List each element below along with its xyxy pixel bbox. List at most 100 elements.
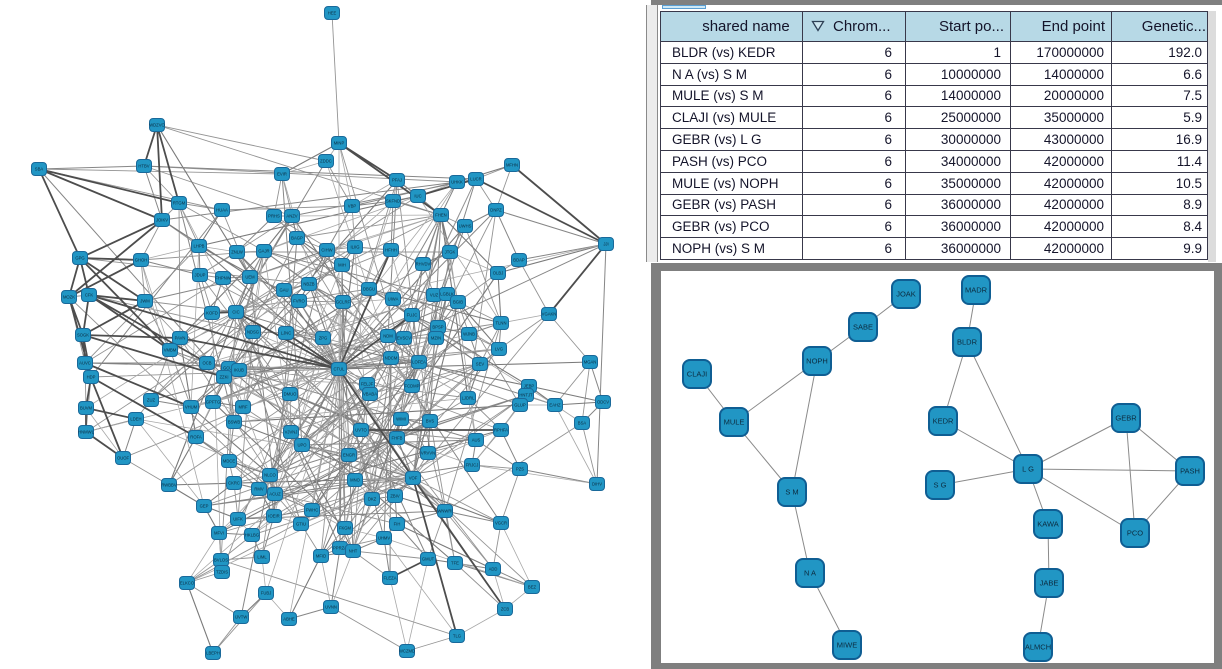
svg-text:JOAK: JOAK — [896, 290, 916, 299]
svg-text:OUOF: OUOF — [117, 456, 130, 461]
svg-text:GMUT: GMUT — [422, 557, 435, 562]
svg-text:UHKK: UHKK — [451, 180, 463, 185]
svg-text:HUAA: HUAA — [216, 208, 228, 213]
svg-text:UWHS: UWHS — [459, 224, 472, 229]
svg-text:WDZVO: WDZVO — [149, 123, 165, 128]
svg-text:GPG: GPG — [75, 256, 84, 261]
svg-text:WNWRI: WNWRI — [437, 509, 452, 514]
svg-text:BSA: BSA — [578, 421, 587, 426]
svg-text:DBGU: DBGU — [363, 287, 375, 292]
svg-text:LOFEA: LOFEA — [412, 360, 426, 365]
svg-text:UVNN: UVNN — [325, 605, 337, 610]
svg-text:ZUZ: ZUZ — [147, 398, 156, 403]
svg-text:VHUM: VHUM — [185, 405, 198, 410]
svg-text:MFVI: MFVI — [214, 531, 224, 536]
svg-text:L G: L G — [1022, 465, 1034, 474]
svg-text:TFE: TFE — [451, 561, 459, 566]
svg-text:GCLRF: GCLRF — [336, 300, 351, 305]
svg-text:RPHFA: RPHFA — [494, 428, 508, 433]
svg-text:BLDR: BLDR — [957, 338, 978, 347]
svg-text:JOIKV: JOIKV — [156, 218, 168, 223]
svg-text:JABE: JABE — [1040, 579, 1059, 588]
svg-text:ABHE: ABHE — [283, 617, 295, 622]
svg-text:FHPNW: FHPNW — [215, 276, 230, 281]
svg-text:ACUZ: ACUZ — [269, 492, 281, 497]
svg-text:LDEH: LDEH — [130, 417, 141, 422]
svg-text:HFHH: HFHH — [385, 248, 397, 253]
svg-text:SABE: SABE — [853, 323, 873, 332]
svg-text:FHFB: FHFB — [392, 436, 403, 441]
svg-text:VJVNJ: VJVNJ — [285, 430, 298, 435]
svg-text:BDAP: BDAP — [513, 258, 525, 263]
svg-text:NOPH: NOPH — [806, 357, 828, 366]
svg-text:RTGM: RTGM — [173, 201, 186, 206]
svg-text:JEBP: JEBP — [524, 384, 535, 389]
svg-text:DNPZ: DNPZ — [490, 208, 502, 213]
svg-text:DIHV: DIHV — [592, 482, 602, 487]
svg-text:CKRC: CKRC — [228, 481, 240, 486]
svg-text:MIWE: MIWE — [837, 641, 857, 650]
svg-text:KEDR: KEDR — [933, 417, 954, 426]
svg-text:HNMWL: HNMWL — [78, 430, 94, 435]
svg-text:DKZ: DKZ — [368, 497, 377, 502]
svg-text:PCO: PCO — [1127, 529, 1143, 538]
svg-text:TZDIS: TZDIS — [216, 570, 228, 575]
svg-text:FVRO: FVRO — [293, 299, 305, 304]
svg-text:BVLOS: BVLOS — [214, 558, 228, 563]
svg-text:BPSP: BPSP — [432, 325, 443, 330]
svg-text:EVIR: EVIR — [277, 172, 287, 177]
svg-text:WCZMD: WCZMD — [399, 649, 415, 654]
svg-text:S M: S M — [785, 488, 798, 497]
svg-text:NDM: NDM — [383, 334, 393, 339]
svg-text:CLAJI: CLAJI — [687, 370, 707, 379]
svg-text:HTBV: HTBV — [138, 164, 149, 169]
svg-text:MZIN: MZIN — [431, 336, 441, 341]
svg-text:PPRZA: PPRZA — [333, 546, 347, 551]
svg-text:WJNB: WJNB — [463, 332, 475, 337]
svg-text:UVTO: UVTO — [355, 428, 367, 433]
svg-text:RWBBV: RWBBV — [161, 483, 176, 488]
svg-text:MNO: MNO — [350, 478, 361, 483]
svg-text:FKGM: FKGM — [339, 526, 352, 531]
svg-text:AUS: AUS — [472, 438, 481, 443]
svg-text:ZNLW: ZNLW — [231, 250, 243, 255]
svg-text:S G: S G — [934, 481, 947, 490]
svg-text:ALMCH: ALMCH — [1025, 643, 1051, 652]
svg-text:SEV: SEV — [476, 362, 485, 367]
svg-text:IJVTW: IJVTW — [235, 615, 248, 620]
svg-text:BSWB: BSWB — [228, 420, 241, 425]
svg-text:GTIU: GTIU — [296, 522, 306, 527]
svg-text:ADD: ADD — [489, 567, 498, 572]
svg-text:HDP: HDP — [87, 375, 96, 380]
svg-text:MADR: MADR — [965, 286, 988, 295]
svg-text:RMV: RMV — [254, 487, 264, 492]
svg-text:UPO: UPO — [297, 443, 307, 448]
svg-text:MFHN: MFHN — [506, 163, 518, 168]
svg-text:FUBJ: FUBJ — [261, 591, 271, 596]
svg-text:ROFA: ROFA — [190, 435, 202, 440]
svg-text:LIML: LIML — [257, 555, 267, 560]
svg-text:VMBM: VMBM — [164, 348, 177, 353]
svg-text:ZCB: ZCB — [501, 607, 510, 612]
svg-text:GAJR: GAJR — [258, 249, 269, 254]
svg-text:PZS: PZS — [516, 467, 524, 472]
svg-text:N A: N A — [804, 569, 816, 578]
svg-text:ZZKI: ZZKI — [219, 375, 228, 380]
svg-text:FUJC: FUJC — [407, 313, 418, 318]
svg-text:NDCM: NDCM — [385, 356, 398, 361]
svg-text:VUZ: VUZ — [430, 293, 439, 298]
svg-text:PRHS: PRHS — [268, 214, 280, 219]
svg-text:UIWA: UIWA — [388, 297, 399, 302]
svg-text:FIH: FIH — [394, 522, 401, 527]
svg-text:GAU: GAU — [279, 288, 288, 293]
svg-text:NDSG: NDSG — [247, 330, 259, 335]
svg-text:CFK: CFK — [85, 293, 94, 298]
svg-text:KOFD: KOFD — [206, 311, 218, 316]
svg-text:HKLBG: HKLBG — [245, 533, 259, 538]
svg-text:NHT: NHT — [349, 549, 358, 554]
svg-text:GPFTG: GPFTG — [206, 400, 220, 405]
svg-text:MOZK: MOZK — [63, 295, 75, 300]
svg-text:CTUL: CTUL — [334, 367, 346, 372]
svg-text:CIC: CIC — [232, 310, 239, 315]
svg-text:VGCR: VGCR — [495, 521, 507, 526]
